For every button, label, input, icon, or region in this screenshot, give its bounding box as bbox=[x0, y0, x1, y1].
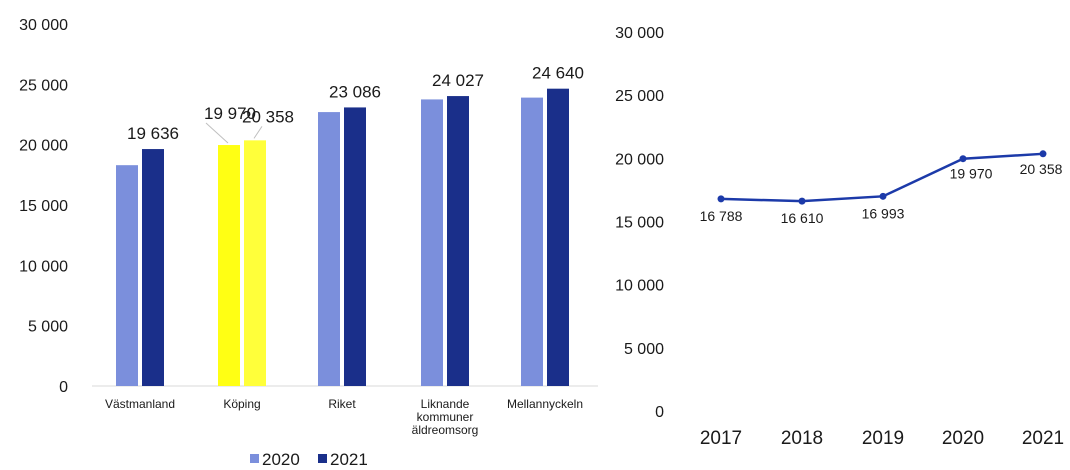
line-y-tick-label: 15 000 bbox=[615, 215, 664, 232]
line-point bbox=[717, 195, 725, 203]
legend-label-2021: 2021 bbox=[330, 450, 368, 469]
bar-y-tick-label: 0 bbox=[59, 379, 68, 396]
line-x-tick-label: 2019 bbox=[862, 428, 904, 449]
line-y-tick-label: 0 bbox=[655, 404, 664, 421]
bar-category-label: Riket bbox=[328, 397, 356, 411]
bar-2021 bbox=[547, 88, 569, 386]
bar-data-label: 23 086 bbox=[329, 82, 381, 101]
leader-line bbox=[205, 122, 229, 144]
line-y-tick-label: 5 000 bbox=[624, 341, 664, 358]
bar-y-tick-label: 10 000 bbox=[19, 258, 68, 275]
line-point bbox=[879, 192, 887, 200]
bar-2020 bbox=[421, 99, 443, 387]
line-point bbox=[1039, 150, 1047, 158]
line-y-tick-label: 30 000 bbox=[615, 25, 664, 42]
bar-2021 bbox=[142, 149, 164, 386]
bar-2021 bbox=[447, 96, 469, 386]
bar-y-tick-label: 25 000 bbox=[19, 77, 68, 94]
line-data-label: 19 970 bbox=[950, 166, 993, 182]
line-x-tick-label: 2018 bbox=[781, 428, 823, 449]
bar-2021 bbox=[244, 140, 266, 386]
legend-swatch-2020 bbox=[250, 454, 259, 463]
line-point bbox=[798, 197, 806, 205]
bar-data-label: 19 636 bbox=[127, 124, 179, 143]
bar-data-label: 19 970 bbox=[204, 104, 256, 123]
bar-category-label: äldreomsorg bbox=[412, 423, 479, 437]
line-x-tick-label: 2017 bbox=[700, 428, 742, 449]
line-x-tick-label: 2021 bbox=[1022, 428, 1064, 449]
bar-y-tick-label: 15 000 bbox=[19, 198, 68, 215]
bar-category-label: Mellannyckeln bbox=[507, 397, 583, 411]
legend-label-2020: 2020 bbox=[262, 450, 300, 469]
bar-category-label: Liknande bbox=[421, 397, 470, 411]
bar-y-tick-label: 5 000 bbox=[28, 319, 68, 336]
line-y-tick-label: 20 000 bbox=[615, 151, 664, 168]
legend-swatch-2021 bbox=[318, 454, 327, 463]
line-data-label: 20 358 bbox=[1020, 161, 1063, 177]
bar-category-label: Köping bbox=[223, 397, 260, 411]
bar-y-tick-label: 30 000 bbox=[19, 17, 68, 34]
bar-category-label: Västmanland bbox=[105, 397, 175, 411]
line-data-label: 16 788 bbox=[700, 208, 743, 224]
bar-2020 bbox=[521, 97, 543, 387]
line-data-label: 16 610 bbox=[781, 210, 824, 226]
bar-y-tick-label: 20 000 bbox=[19, 138, 68, 155]
bar-category-label: kommuner bbox=[417, 410, 474, 424]
leader-line bbox=[253, 126, 263, 139]
line-y-tick-label: 25 000 bbox=[615, 88, 664, 105]
line-point bbox=[959, 155, 967, 163]
bar-2021 bbox=[344, 107, 366, 387]
bar-2020 bbox=[218, 145, 240, 386]
bar-2020 bbox=[318, 112, 340, 386]
bar-data-label: 24 640 bbox=[532, 64, 584, 83]
line-data-label: 16 993 bbox=[862, 205, 905, 221]
line-y-tick-label: 10 000 bbox=[615, 278, 664, 295]
bar-2020 bbox=[116, 165, 138, 386]
bar-data-label: 20 358 bbox=[242, 107, 294, 126]
line-x-tick-label: 2020 bbox=[942, 428, 984, 449]
bar-data-label: 24 027 bbox=[432, 71, 484, 90]
